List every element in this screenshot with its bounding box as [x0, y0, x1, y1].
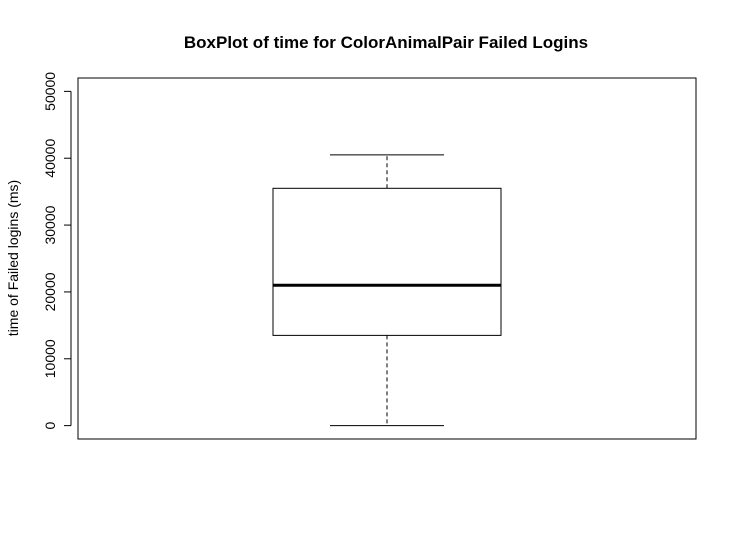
y-tick-label: 30000 [42, 205, 58, 244]
iqr-box [272, 187, 502, 336]
y-tick-label: 20000 [42, 272, 58, 311]
y-tick-label: 10000 [42, 339, 58, 378]
y-tick-label: 50000 [42, 72, 58, 111]
box-group [272, 154, 502, 427]
y-axis-label: time of Failed logins (ms) [5, 180, 21, 336]
y-axis: 0 10000 20000 30000 40000 50000 [42, 72, 72, 430]
chart-title: BoxPlot of time for ColorAnimalPair Fail… [184, 33, 588, 52]
y-tick-label: 40000 [42, 139, 58, 178]
plot-frame [77, 77, 697, 440]
y-tick-label: 0 [42, 422, 58, 430]
